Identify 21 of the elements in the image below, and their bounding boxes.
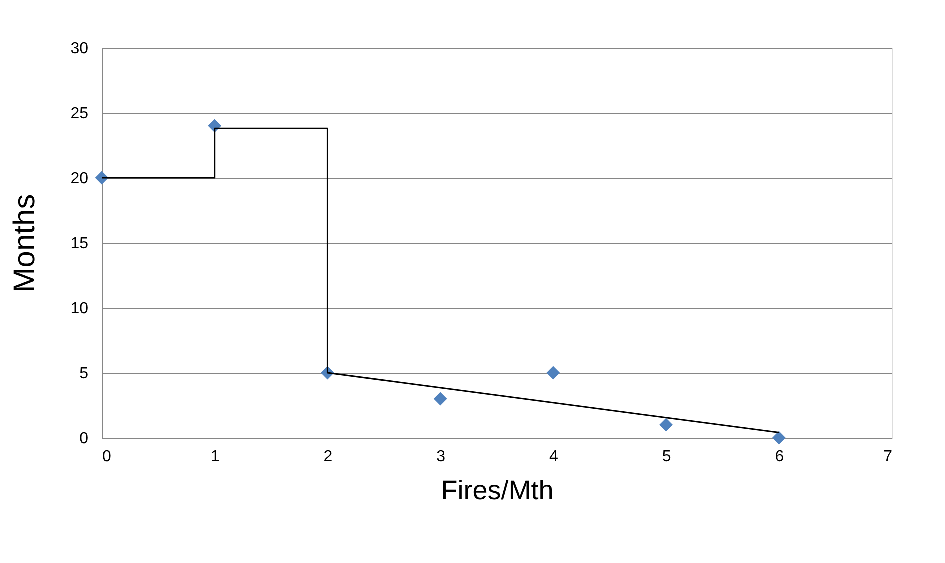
x-tick-label: 6 <box>775 448 784 466</box>
point <box>772 431 786 445</box>
y-axis-title: Months <box>8 194 42 293</box>
x-tick-label: 3 <box>436 448 446 466</box>
x-tick-label: 4 <box>549 448 558 466</box>
x-axis-title: Fires/Mth <box>441 476 554 506</box>
y-tick-label: 25 <box>70 106 89 122</box>
x-tick-label: 1 <box>210 448 220 466</box>
x-tick-label: 7 <box>884 448 893 466</box>
x-tick-label: 0 <box>102 448 112 466</box>
y-tick-label: 30 <box>70 40 89 58</box>
y-tick-label: 5 <box>80 366 89 382</box>
point <box>546 366 560 380</box>
y-tick-label: 15 <box>70 236 89 252</box>
y-tick-label: 10 <box>70 300 89 318</box>
y-tick-label: 20 <box>70 170 89 188</box>
point <box>660 418 673 432</box>
x-tick-label: 5 <box>662 448 672 466</box>
x-tick-label: 2 <box>324 448 333 466</box>
y-tick-label: 0 <box>80 430 89 448</box>
point <box>434 392 448 406</box>
